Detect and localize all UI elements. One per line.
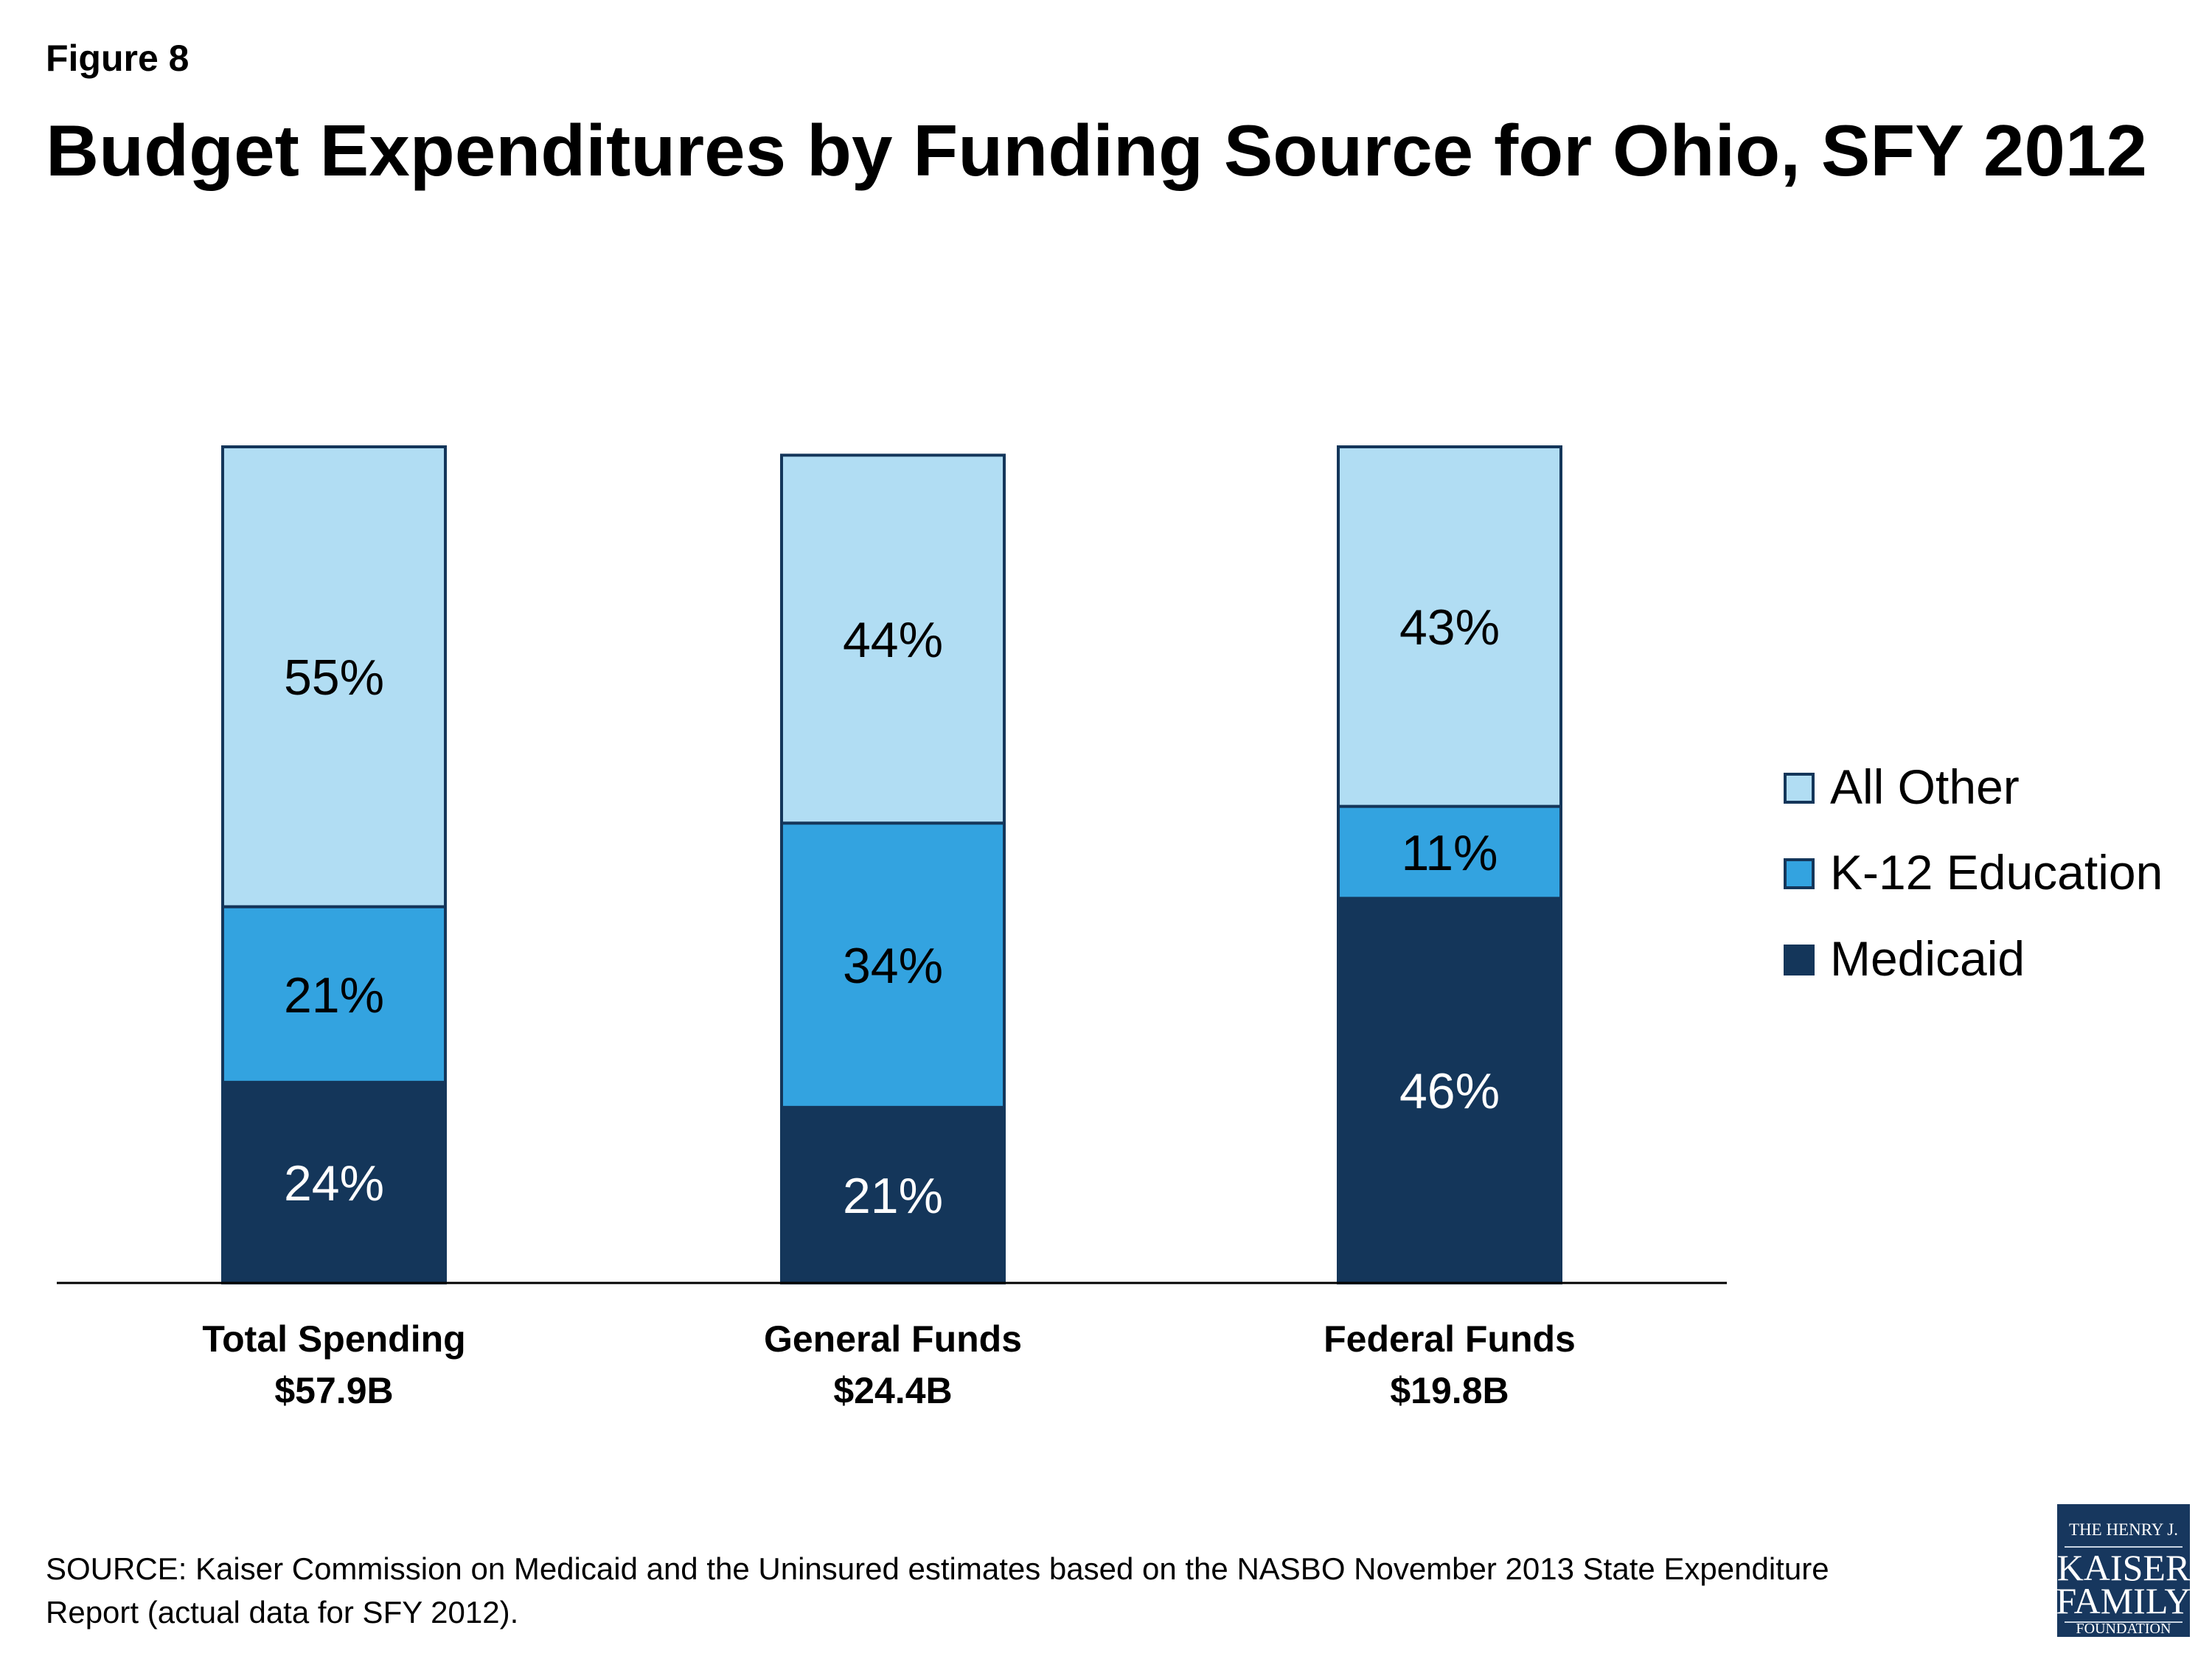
bar-segment <box>780 453 1006 825</box>
bar-segment <box>1337 804 1562 900</box>
data-label: 46% <box>1399 1063 1500 1119</box>
x-axis-labels: Total Spending $57.9B General Funds $24.4B F… <box>202 1318 1576 1411</box>
data-label: 24% <box>284 1155 384 1211</box>
svg-text:KAISER: KAISER <box>2057 1547 2191 1588</box>
legend-label: All Other <box>1830 759 2020 814</box>
data-label: 44% <box>843 612 943 668</box>
bar-stack: 24% 21% 55% <box>221 445 447 1284</box>
bar-segment <box>780 1105 1006 1284</box>
svg-text:FOUNDATION: FOUNDATION <box>2076 1621 2171 1637</box>
source-line-2: Report (actual data for SFY 2012). <box>46 1595 518 1630</box>
legend-item: K-12 Education <box>1784 845 2163 900</box>
x-tick-amount: $19.8B <box>1390 1370 1509 1411</box>
bar-stack: 21% 34% 44% <box>780 453 1006 1284</box>
data-label: 21% <box>843 1168 943 1224</box>
legend-item: All Other <box>1784 759 2020 814</box>
legend-item: Medicaid <box>1784 931 2025 986</box>
x-tick-label: Federal Funds <box>1324 1318 1576 1360</box>
legend-swatch <box>1784 773 1815 804</box>
data-label: 43% <box>1399 599 1500 655</box>
svg-text:THE HENRY J.: THE HENRY J. <box>2069 1520 2178 1539</box>
figure-label: Figure 8 <box>46 38 189 79</box>
x-tick-label: Total Spending <box>202 1318 465 1360</box>
chart-title: Budget Expenditures by Funding Source fo… <box>46 110 2147 191</box>
bar-segment <box>780 821 1006 1109</box>
x-tick-amount: $57.9B <box>274 1370 393 1411</box>
bar-segment <box>221 1080 447 1284</box>
data-label: 11% <box>1401 825 1498 881</box>
source-line-1: SOURCE: Kaiser Commission on Medicaid an… <box>46 1551 1829 1586</box>
bar-segment <box>1337 445 1562 808</box>
bar-segment <box>221 905 447 1084</box>
data-label: 21% <box>284 967 384 1023</box>
x-tick-label: General Funds <box>764 1318 1022 1360</box>
data-label: 55% <box>284 650 384 706</box>
legend-label: K-12 Education <box>1830 845 2163 900</box>
bar-segment <box>221 445 447 908</box>
legend: All Other K-12 Education Medicaid <box>1784 759 2163 986</box>
legend-swatch <box>1784 858 1815 889</box>
data-label: 34% <box>843 938 943 994</box>
bar-stack: 46% 11% 43% <box>1337 445 1562 1284</box>
svg-text:FAMILY: FAMILY <box>2056 1580 2191 1621</box>
bars: 24% 21% 55% 21% 34% 44% 46% 11% 43% <box>221 445 1562 1284</box>
x-tick-amount: $24.4B <box>833 1370 952 1411</box>
legend-swatch <box>1784 945 1815 975</box>
kff-logo: THE HENRY J. KAISER FAMILY FOUNDATION <box>2056 1504 2191 1637</box>
legend-label: Medicaid <box>1830 931 2025 986</box>
